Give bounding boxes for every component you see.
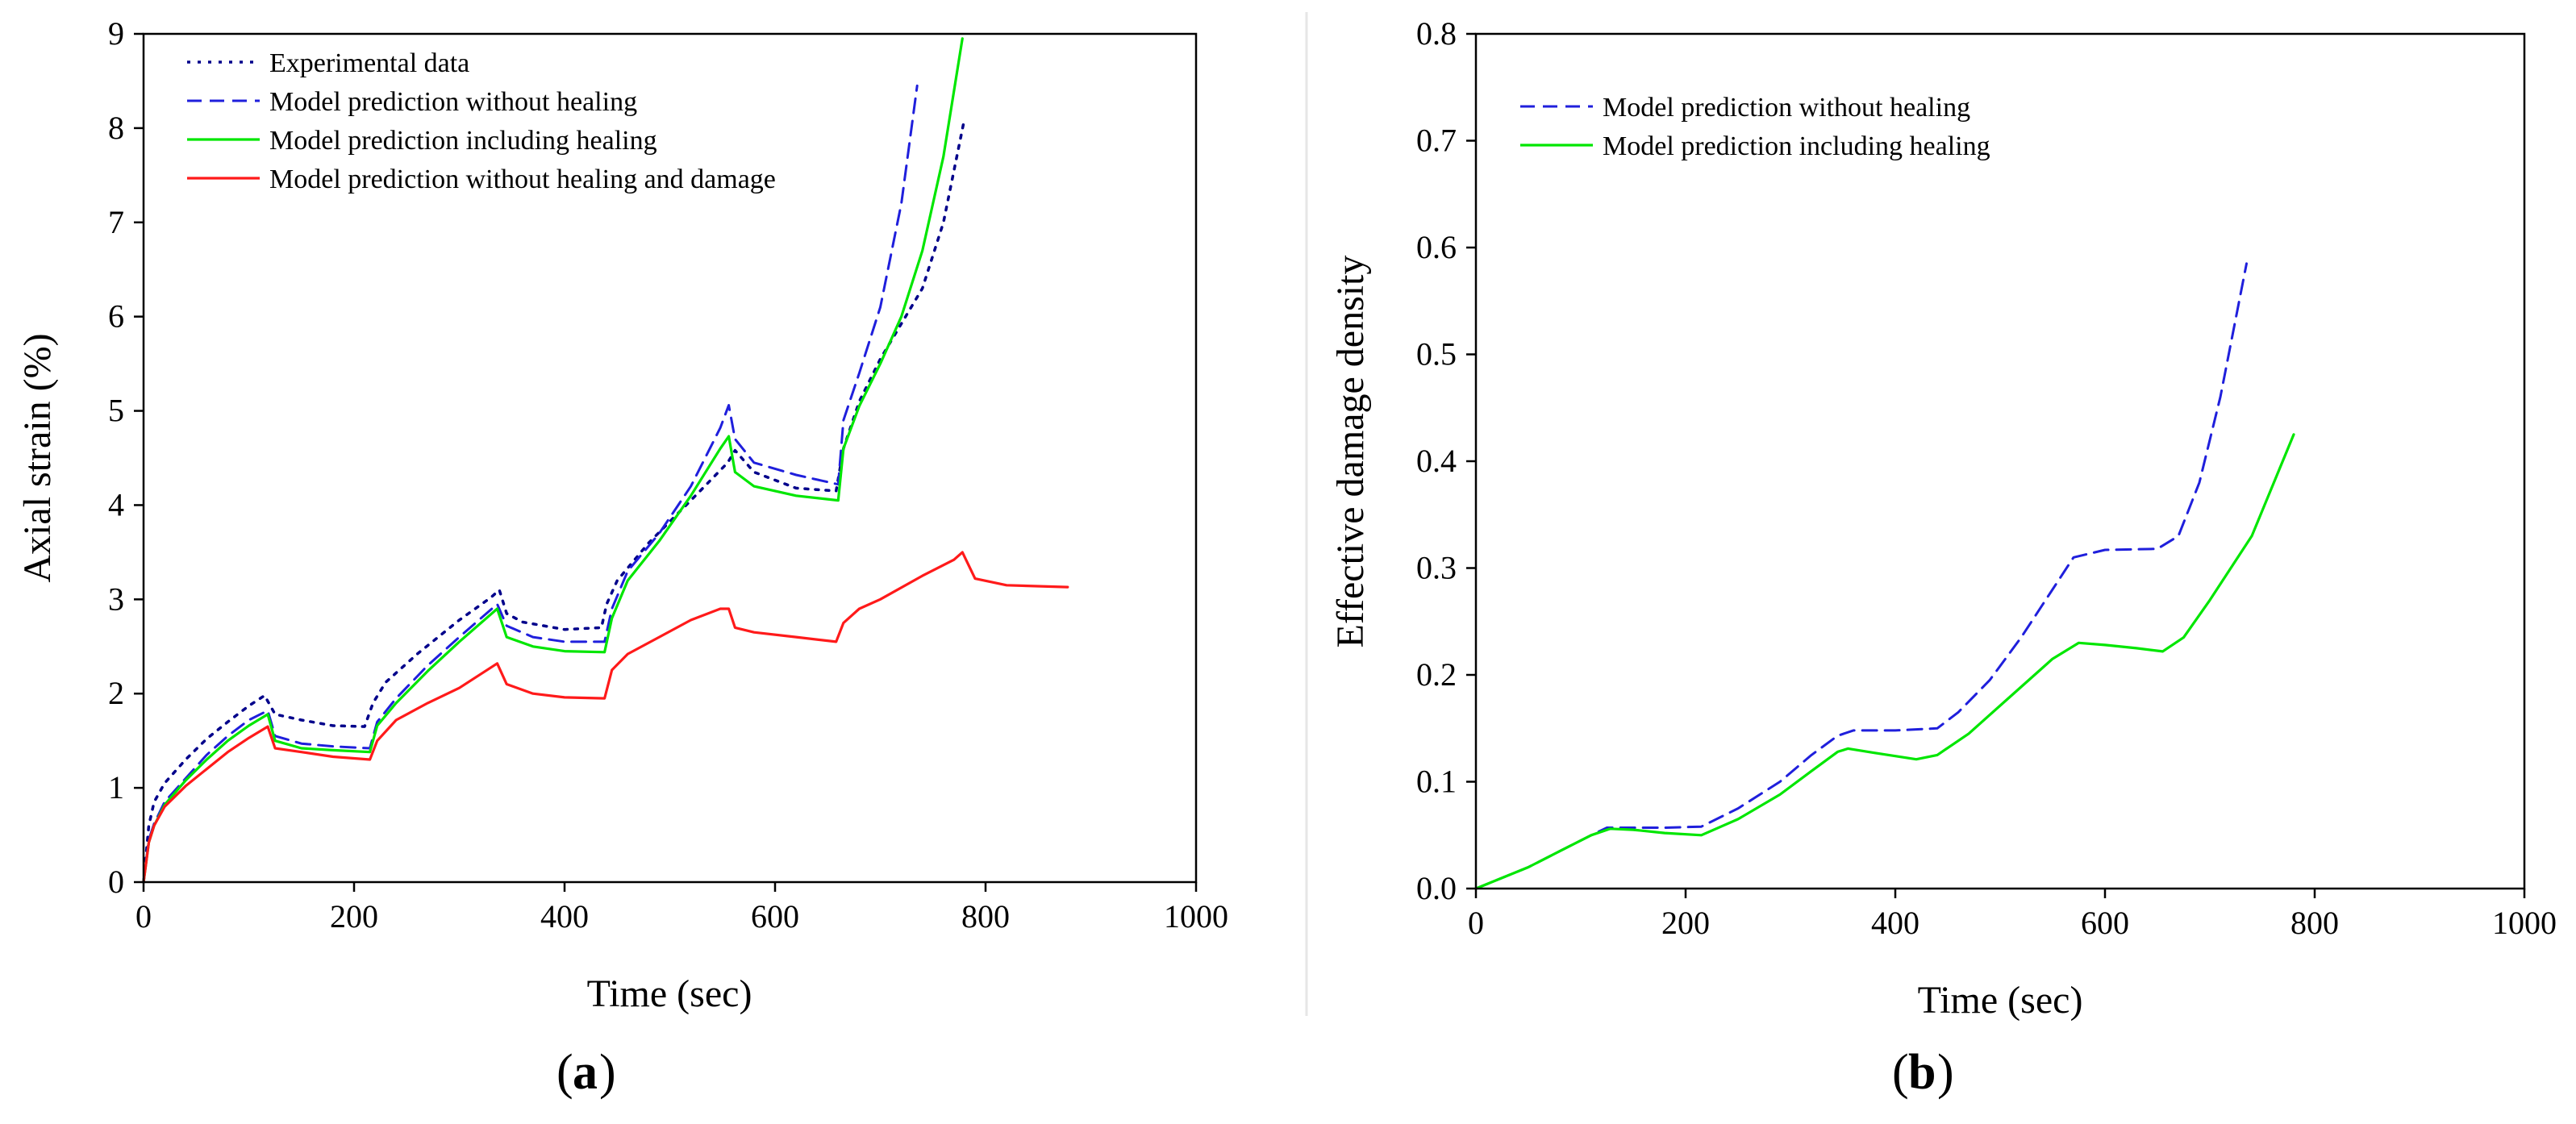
chart-a-y-tick-label: 5 (108, 393, 124, 429)
chart-a-x-ticks: 0 200 400 600 800 1000 (135, 882, 1228, 935)
chart-a-legend-label-no-healing-damage: Model prediction without healing and dam… (269, 164, 776, 194)
chart-b-x-tick-label: 400 (1871, 905, 1919, 941)
chart-a-y-tick-label: 6 (108, 298, 124, 335)
chart-b-legend-label-healing: Model prediction including healing (1603, 131, 1990, 161)
svg-text:): ) (1937, 1045, 1954, 1100)
chart-a-y-tick-label: 4 (108, 486, 124, 522)
chart-a-y-axis-title: Axial strain (%) (16, 333, 59, 582)
chart-a-series-line-healing (142, 37, 964, 884)
panel-label-a-letter: a (573, 1045, 598, 1100)
chart-a-x-axis-title: Time (sec) (587, 972, 752, 1015)
chart-a-legend-label-experimental: Experimental data (269, 48, 469, 78)
chart-a-x-tick-label: 600 (751, 898, 799, 935)
chart-a-series-line-no-healing-damage (142, 551, 1069, 884)
chart-a-y-tick-label: 7 (108, 204, 124, 240)
chart-b-x-tick-label: 600 (2081, 905, 2129, 941)
chart-b-x-tick-label: 1000 (2492, 905, 2557, 941)
chart-b-y-tick-label: 0.4 (1416, 443, 1457, 479)
chart-b-y-tick-label: 0.0 (1416, 870, 1457, 906)
chart-a-y-ticks: 0 1 2 3 4 5 6 7 8 9 (108, 15, 144, 900)
chart-a-series-line-no-healing (142, 84, 919, 884)
chart-b-y-tick-label: 0.6 (1416, 229, 1457, 265)
chart-b-y-ticks: 0.0 0.1 0.2 0.3 0.4 0.5 0.6 0.7 0.8 (1416, 15, 1476, 906)
chart-a-y-tick-label: 0 (108, 864, 124, 900)
chart-b-series-line-healing (1474, 433, 2295, 890)
chart-b-legend-label-no-healing: Model prediction without healing (1603, 93, 1970, 123)
chart-a-y-tick-label: 1 (108, 769, 124, 806)
svg-text:(: ( (556, 1045, 573, 1100)
chart-b-x-tick-label: 0 (1468, 905, 1484, 941)
chart-a-x-tick-label: 0 (135, 898, 152, 935)
chart-a-x-tick-label: 400 (540, 898, 589, 935)
chart-b-y-tick-label: 0.2 (1416, 656, 1457, 693)
chart-b-series-group (1474, 262, 2295, 890)
chart-a-series-line-experimental (142, 117, 966, 884)
chart-a-series-group (142, 37, 1069, 884)
chart-b-series-line-no-healing (1474, 262, 2248, 890)
panel-label-b: ( b ) (1892, 1045, 1954, 1100)
chart-b-y-tick-label: 0.5 (1416, 336, 1457, 373)
chart-a-y-tick-label: 9 (108, 15, 124, 52)
chart-b-y-tick-label: 0.3 (1416, 550, 1457, 586)
chart-b-x-tick-label: 200 (1661, 905, 1710, 941)
chart-b-x-tick-label: 800 (2290, 905, 2339, 941)
chart-panel-b: 0 200 400 600 800 1000 0.00.10.20.30.40.50.60… (1329, 15, 2557, 1100)
chart-a-y-tick-label: 8 (108, 110, 124, 146)
chart-b-y-tick-label: 0.1 (1416, 764, 1457, 800)
chart-a-x-tick-label: 1000 (1164, 898, 1228, 935)
chart-a-y-tick-label: 2 (108, 675, 124, 711)
chart-b-x-ticks: 0 200 400 600 800 1000 (1468, 889, 2557, 941)
chart-b-y-tick-label: 0.7 (1416, 123, 1457, 159)
chart-a-y-tick-label: 3 (108, 581, 124, 617)
panel-label-b-letter: b (1908, 1045, 1936, 1100)
chart-a-plot-frame (142, 32, 1198, 884)
chart-a-legend-label-no-healing: Model prediction without healing (269, 87, 637, 117)
chart-b-y-tick-label: 0.8 (1416, 15, 1457, 52)
chart-b-plot-frame (1474, 32, 2526, 890)
svg-text:): ) (599, 1045, 616, 1100)
chart-a-legend: Experimental data Model prediction witho… (187, 48, 776, 194)
chart-b-x-axis-title: Time (sec) (1918, 979, 2083, 1022)
svg-text:(: ( (1892, 1045, 1909, 1100)
chart-b-legend: Model prediction without healing Model p… (1520, 93, 1990, 161)
chart-a-x-tick-label: 800 (961, 898, 1010, 935)
chart-a-x-tick-label: 200 (330, 898, 378, 935)
chart-a-legend-label-healing: Model prediction including healing (269, 126, 657, 156)
panel-label-a: ( a ) (556, 1045, 616, 1100)
chart-b-y-axis-title: Effective damage density (1329, 256, 1372, 648)
